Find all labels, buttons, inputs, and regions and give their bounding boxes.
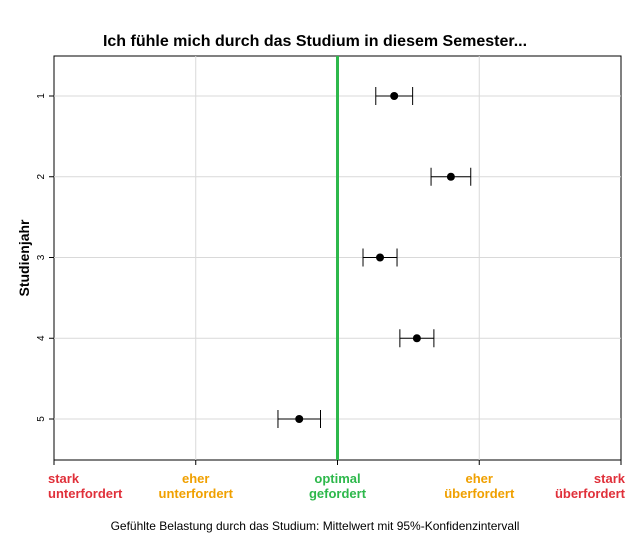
x-tick-label-1-line1: eher <box>182 471 209 486</box>
data-point-4 <box>412 334 421 343</box>
y-tick-label-1: 1 <box>36 93 47 99</box>
data-points <box>295 92 455 423</box>
x-tick-label-2-line2: gefordert <box>309 486 367 501</box>
x-tick-label-0-line2: unterfordert <box>48 486 123 501</box>
y-tick-label-4: 4 <box>36 335 47 341</box>
y-tick-label-2: 2 <box>36 174 47 180</box>
x-axis-ticks: starkunterforderteherunterfordertoptimal… <box>48 460 626 501</box>
x-tick-label-1-line2: unterfordert <box>159 486 234 501</box>
y-axis-label: Studienjahr <box>16 219 32 297</box>
data-point-1 <box>390 92 399 100</box>
data-point-5 <box>295 415 304 423</box>
x-axis-label: Gefühlte Belastung durch das Studium: Mi… <box>111 519 520 533</box>
x-tick-label-2-line1: optimal <box>314 471 360 486</box>
x-tick-label-3-line1: eher <box>466 471 493 486</box>
x-tick-label-0-line1: stark <box>48 471 80 486</box>
y-tick-label-3: 3 <box>36 254 47 260</box>
y-axis-ticks: 1 2 3 4 5 <box>36 93 54 422</box>
data-point-2 <box>446 172 455 181</box>
x-tick-label-4-line2: überfordert <box>555 486 626 501</box>
y-tick-label-5: 5 <box>36 416 47 422</box>
chart-title: Ich fühle mich durch das Studium in dies… <box>103 33 527 50</box>
x-tick-label-4-line1: stark <box>594 471 626 486</box>
data-point-3 <box>376 253 385 262</box>
x-tick-label-3-line2: überfordert <box>444 486 515 501</box>
